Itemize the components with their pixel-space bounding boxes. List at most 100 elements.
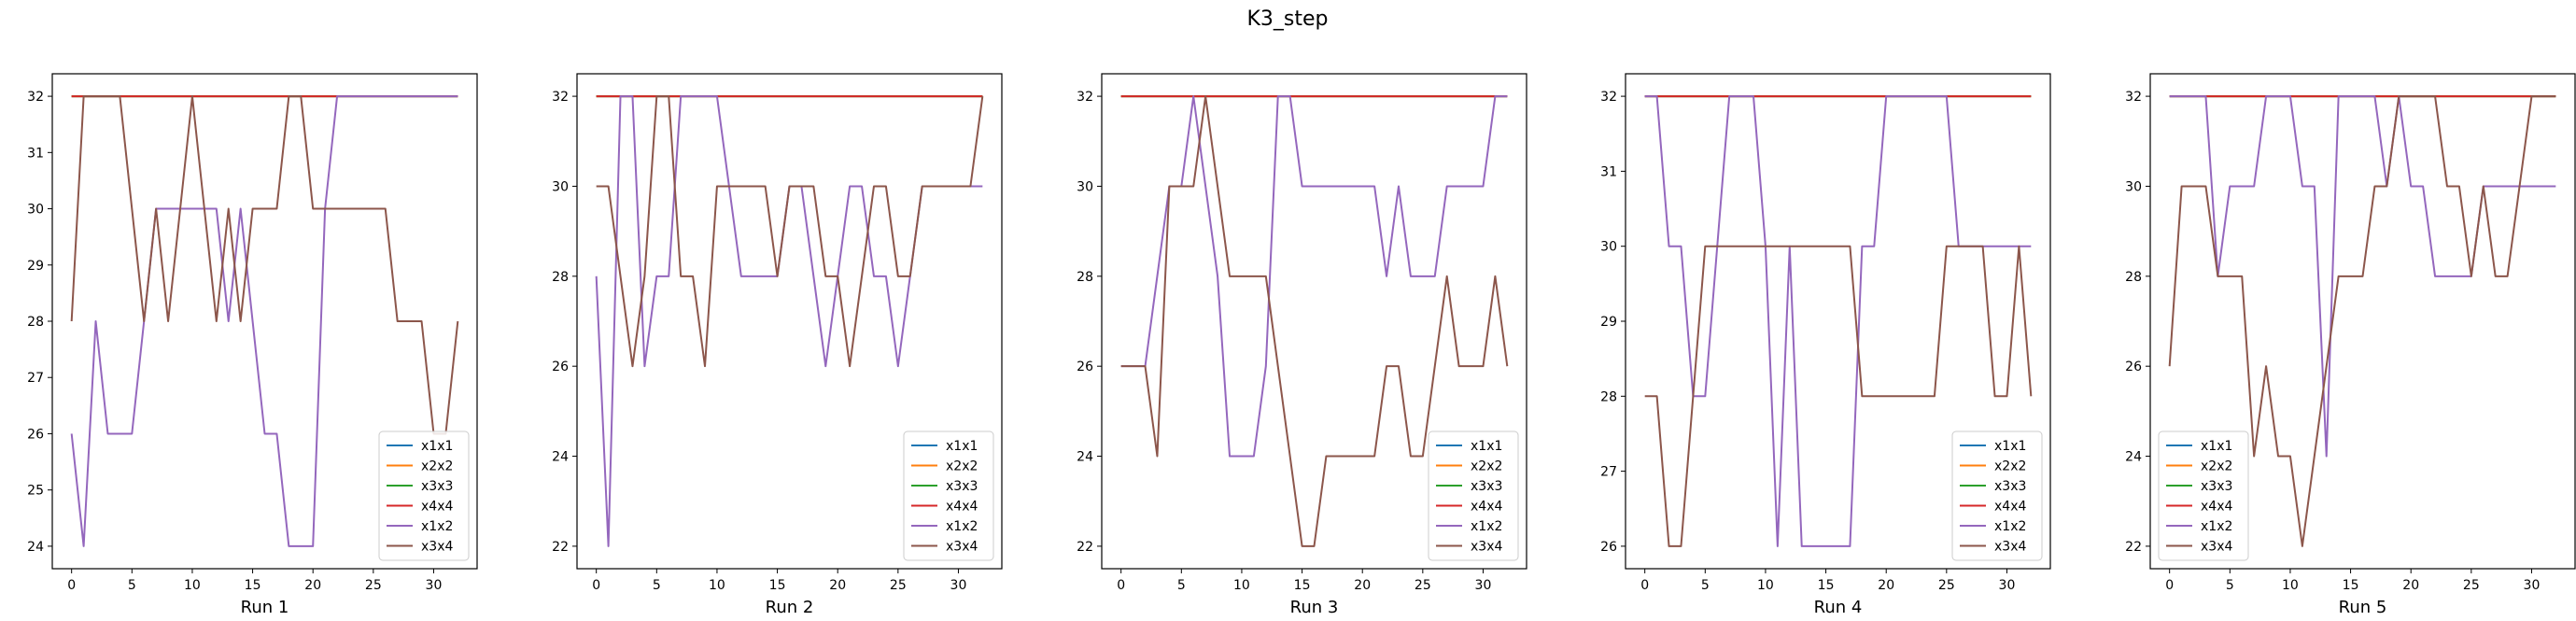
y-tick-label: 26	[552, 360, 569, 374]
y-tick-label: 24	[552, 450, 569, 465]
legend-box	[2158, 430, 2249, 561]
legend-label-x3x3: x3x3	[1994, 479, 2026, 494]
x-tick-label: 30	[1999, 578, 2016, 593]
legend-label-x3x4: x3x4	[1994, 540, 2026, 555]
legend-label-x1x2: x1x2	[1994, 519, 2026, 534]
x-tick-label: 25	[1938, 578, 1955, 593]
series-line-x3x4	[1120, 95, 1509, 547]
y-tick-label: 26	[2125, 360, 2142, 374]
legend-label-x3x4: x3x4	[421, 540, 453, 555]
legend-label-x1x1: x1x1	[1471, 439, 1502, 454]
y-tick-label: 32	[1077, 90, 1093, 105]
legend-box	[1951, 430, 2043, 561]
y-tick-label: 28	[2125, 270, 2142, 285]
x-tick-label: 10	[709, 578, 725, 593]
y-tick-label: 30	[2125, 179, 2142, 194]
y-tick-label: 32	[27, 90, 44, 105]
x-tick-label: 20	[2402, 578, 2419, 593]
legend-box	[903, 430, 994, 561]
y-tick-label: 25	[27, 484, 44, 499]
y-tick-label: 28	[1600, 389, 1617, 404]
subplot-run-5: 0 5 10 15 20 25 30 22 24 26 28 30 32 Run 5 x1x1 x2x2 x3x…	[2125, 73, 2576, 617]
legend-label-x1x1: x1x1	[2201, 439, 2232, 454]
series-lines	[2168, 95, 2556, 547]
legend-label-x1x1: x1x1	[946, 439, 978, 454]
x-tick-label: 20	[304, 578, 321, 593]
y-tick-label: 22	[1077, 540, 1093, 555]
x-axis-label: Run 4	[1814, 598, 1863, 617]
legend-label-x1x1: x1x1	[421, 439, 453, 454]
series-lines	[1120, 95, 1509, 547]
axes-frame	[1101, 73, 1527, 570]
legend-box	[378, 430, 470, 561]
y-tick-label: 29	[1600, 315, 1617, 330]
x-axis-label: Run 1	[241, 598, 289, 617]
legend-label-x1x2: x1x2	[1471, 519, 1502, 534]
x-tick-label: 25	[365, 578, 382, 593]
x-tick-label: 25	[890, 578, 907, 593]
series-line-x3x4	[70, 95, 459, 435]
x-tick-label: 0	[2165, 578, 2174, 593]
y-tick-label: 26	[1600, 540, 1617, 555]
x-tick-label: 20	[1354, 578, 1371, 593]
legend-label-x2x2: x2x2	[1471, 459, 1502, 474]
x-tick-label: 10	[1233, 578, 1250, 593]
y-tick-label: 24	[27, 540, 44, 555]
legend-label-x3x4: x3x4	[2201, 540, 2232, 555]
x-tick-label: 5	[1177, 578, 1186, 593]
x-tick-label: 20	[829, 578, 846, 593]
legend-label-x4x4: x4x4	[946, 500, 978, 515]
series-line-x3x4	[1644, 245, 2033, 547]
x-tick-label: 15	[1294, 578, 1311, 593]
x-tick-label: 15	[1818, 578, 1835, 593]
legend-label-x3x4: x3x4	[946, 540, 978, 555]
legend: x1x1 x2x2 x3x3 x4x4 x1x2 x3x4	[903, 430, 994, 561]
x-tick-label: 30	[1475, 578, 1492, 593]
legend-label-x4x4: x4x4	[1471, 500, 1502, 515]
x-tick-label: 30	[950, 578, 967, 593]
x-tick-label: 5	[128, 578, 136, 593]
series-line-x3x4	[2168, 95, 2556, 547]
y-tick-label: 22	[2125, 540, 2142, 555]
legend-label-x4x4: x4x4	[421, 500, 453, 515]
x-axis-label: Run 3	[1290, 598, 1339, 617]
figure-title: K3_step	[1246, 7, 1328, 31]
x-tick-label: 0	[67, 578, 76, 593]
x-axis-label: Run 5	[2339, 598, 2387, 617]
x-tick-label: 0	[592, 578, 600, 593]
subplot-run-3: 0 5 10 15 20 25 30 22 24 26 28 30 32 Run 3 x1x1 x2x2 x3x…	[1077, 73, 1527, 617]
x-tick-label: 20	[1878, 578, 1894, 593]
legend-label-x3x3: x3x3	[2201, 479, 2232, 494]
x-tick-label: 15	[245, 578, 261, 593]
y-tick-label: 31	[1600, 164, 1617, 179]
legend: x1x1 x2x2 x3x3 x4x4 x1x2 x3x4	[378, 430, 470, 561]
legend-box	[1428, 430, 1519, 561]
legend-label-x4x4: x4x4	[2201, 500, 2232, 515]
legend: x1x1 x2x2 x3x3 x4x4 x1x2 x3x4	[1428, 430, 1519, 561]
y-tick-label: 30	[1600, 240, 1617, 255]
y-tick-label: 27	[1600, 465, 1617, 480]
subplot-run-2: 0 5 10 15 20 25 30 22 24 26 28 30 32 Run 2 x1x1 x2x2 x3x…	[552, 73, 1003, 617]
y-tick-label: 30	[552, 179, 569, 194]
x-tick-label: 5	[1701, 578, 1710, 593]
x-tick-label: 15	[769, 578, 786, 593]
legend: x1x1 x2x2 x3x3 x4x4 x1x2 x3x4	[1951, 430, 2043, 561]
x-tick-label: 30	[426, 578, 443, 593]
y-tick-label: 28	[552, 270, 569, 285]
y-tick-label: 29	[27, 259, 44, 274]
axes-frame	[2149, 73, 2576, 570]
series-lines	[595, 95, 984, 547]
y-tick-label: 30	[27, 203, 44, 218]
y-tick-label: 32	[552, 90, 569, 105]
y-tick-label: 24	[1077, 450, 1093, 465]
legend-label-x2x2: x2x2	[2201, 459, 2232, 474]
y-tick-label: 26	[1077, 360, 1093, 374]
series-lines	[1644, 95, 2033, 547]
y-tick-label: 27	[27, 371, 44, 386]
legend-label-x3x4: x3x4	[1471, 540, 1502, 555]
y-tick-label: 28	[27, 315, 44, 330]
x-tick-label: 10	[1757, 578, 1774, 593]
legend-label-x2x2: x2x2	[946, 459, 978, 474]
